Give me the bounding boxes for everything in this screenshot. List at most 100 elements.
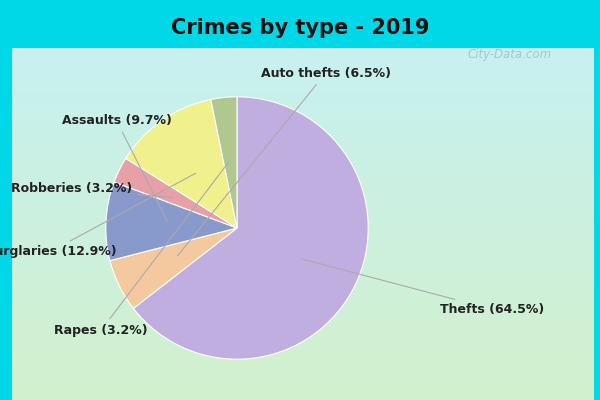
Bar (12, 118, 594, 121)
Bar (12, 230, 594, 233)
Text: Crimes by type - 2019: Crimes by type - 2019 (171, 18, 429, 38)
Bar (12, 332, 594, 336)
Bar (12, 200, 594, 204)
Bar (12, 359, 594, 362)
Bar (12, 236, 594, 239)
Bar (12, 124, 594, 127)
Bar (12, 347, 594, 350)
Bar (12, 89, 594, 92)
Wedge shape (110, 228, 237, 308)
Bar (12, 209, 594, 212)
Bar (12, 250, 594, 253)
Bar (12, 104, 594, 107)
Text: Rapes (3.2%): Rapes (3.2%) (54, 162, 229, 337)
Bar (12, 380, 594, 382)
Bar (12, 68, 594, 72)
Bar (12, 154, 594, 156)
Bar (12, 183, 594, 186)
Bar (12, 212, 594, 215)
Text: Thefts (64.5%): Thefts (64.5%) (301, 259, 545, 316)
Bar (12, 48, 594, 51)
Bar (12, 95, 594, 98)
Bar (12, 165, 594, 168)
Bar (12, 177, 594, 180)
Bar (12, 80, 594, 83)
Bar (12, 198, 594, 200)
Bar (12, 224, 594, 227)
Bar (12, 66, 594, 68)
Bar (12, 286, 594, 288)
Bar (12, 385, 594, 388)
Bar (12, 180, 594, 183)
Bar (12, 221, 594, 224)
Wedge shape (114, 158, 237, 228)
Text: Burglaries (12.9%): Burglaries (12.9%) (0, 173, 196, 258)
Bar (12, 324, 594, 327)
Bar (12, 204, 594, 206)
Bar (12, 60, 594, 63)
Bar (12, 321, 594, 324)
Bar (12, 189, 594, 192)
Wedge shape (133, 97, 368, 359)
Bar (12, 63, 594, 66)
Bar (12, 294, 594, 297)
Bar (12, 382, 594, 385)
Bar (12, 274, 594, 277)
Bar (12, 309, 594, 312)
Bar (12, 57, 594, 60)
Bar (12, 151, 594, 154)
Bar (12, 338, 594, 341)
Bar (12, 312, 594, 315)
Bar (12, 174, 594, 177)
Bar (12, 156, 594, 160)
Bar (12, 283, 594, 286)
Bar (12, 233, 594, 236)
Bar (12, 330, 594, 332)
Text: City-Data.com: City-Data.com (468, 48, 552, 61)
Bar (12, 98, 594, 101)
Bar (12, 262, 594, 265)
Bar (12, 327, 594, 330)
Bar (12, 318, 594, 321)
Bar (12, 265, 594, 268)
Bar (12, 391, 594, 394)
Bar (12, 72, 594, 74)
Bar (12, 239, 594, 242)
Bar (12, 136, 594, 139)
Bar (12, 112, 594, 116)
Bar (12, 142, 594, 145)
Bar (12, 116, 594, 118)
Bar (12, 160, 594, 162)
Bar (12, 139, 594, 142)
Bar (12, 259, 594, 262)
Text: Auto thefts (6.5%): Auto thefts (6.5%) (178, 67, 391, 256)
Bar (12, 292, 594, 294)
Bar (12, 83, 594, 86)
Bar (12, 336, 594, 338)
Text: Robberies (3.2%): Robberies (3.2%) (11, 182, 173, 198)
Bar (12, 394, 594, 397)
Bar (12, 256, 594, 259)
Wedge shape (106, 182, 237, 261)
Bar (12, 121, 594, 124)
Bar (12, 92, 594, 95)
Bar (12, 350, 594, 353)
Bar (12, 148, 594, 151)
Bar (12, 51, 594, 54)
Bar (12, 77, 594, 80)
Bar (12, 168, 594, 171)
Text: Assaults (9.7%): Assaults (9.7%) (62, 114, 172, 222)
Bar (12, 206, 594, 209)
Bar (12, 74, 594, 77)
Bar (12, 86, 594, 89)
Bar (12, 365, 594, 368)
Bar (12, 371, 594, 374)
Bar (12, 130, 594, 133)
Bar (12, 244, 594, 248)
Bar (12, 397, 594, 400)
Bar (12, 341, 594, 344)
Bar (12, 253, 594, 256)
Bar (12, 192, 594, 195)
Bar (12, 268, 594, 271)
Bar (12, 303, 594, 306)
